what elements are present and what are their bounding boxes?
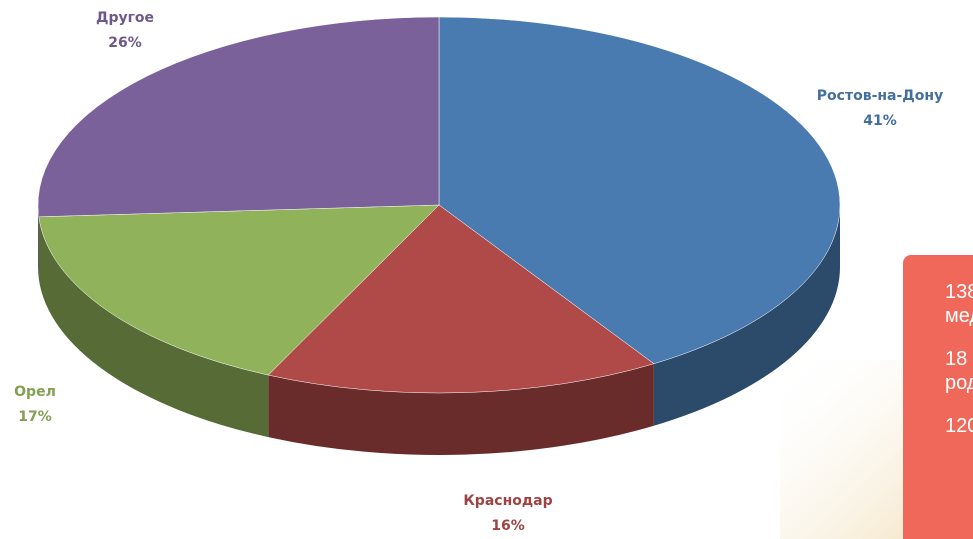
- slice-value-label: 26%: [108, 35, 142, 51]
- info-text: 138: [945, 281, 973, 303]
- slice-label: Другое: [96, 10, 154, 26]
- slice: [37, 16, 440, 218]
- slice-side: [38, 205, 39, 279]
- slice: [438, 16, 841, 365]
- info-text: 120: [945, 415, 973, 437]
- info-box: [903, 255, 973, 539]
- slice-label: Ростов-на-Дону: [817, 88, 943, 104]
- slice: [267, 204, 655, 394]
- slice-value-label: 16%: [491, 518, 525, 534]
- slice-value-label: 41%: [863, 113, 897, 129]
- slice: [38, 204, 440, 376]
- slice-label: Краснодар: [463, 493, 552, 509]
- slice-side: [653, 205, 840, 426]
- slice-side: [268, 363, 654, 455]
- slice-label: Орел: [14, 384, 56, 400]
- slice-side: [38, 216, 269, 438]
- info-text: 18: [945, 348, 967, 370]
- slice-value-label: 17%: [18, 409, 52, 425]
- info-text: мед: [945, 305, 973, 327]
- info-text: род: [945, 372, 973, 394]
